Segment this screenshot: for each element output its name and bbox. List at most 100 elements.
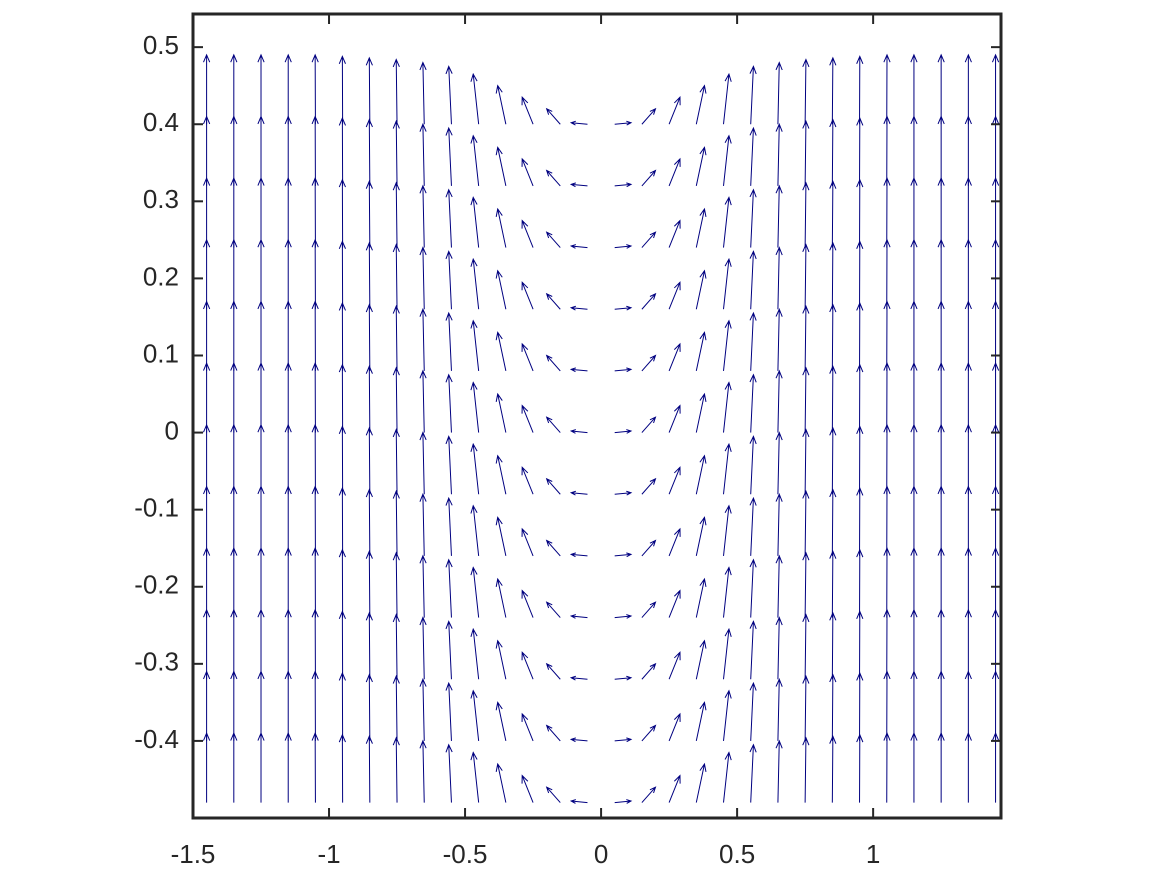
arrow <box>883 423 891 495</box>
x-tick-label: -0.5 <box>443 839 488 869</box>
arrow <box>470 442 480 495</box>
arrow <box>775 307 783 371</box>
y-tick-label: -0.1 <box>134 493 179 523</box>
arrow <box>829 241 837 310</box>
arrow <box>257 300 265 371</box>
arrow <box>569 737 588 743</box>
arrow <box>991 361 1000 433</box>
arrow <box>545 724 561 742</box>
arrow <box>641 169 657 187</box>
arrow <box>775 677 783 741</box>
arrow <box>802 243 810 310</box>
arrow <box>991 608 1000 680</box>
x-tick-label: -1 <box>317 839 340 869</box>
arrow <box>311 546 319 618</box>
arrow <box>569 429 588 434</box>
arrow <box>856 610 864 680</box>
arrow <box>856 301 864 371</box>
arrow <box>910 238 918 310</box>
arrow <box>419 307 427 371</box>
arrow <box>964 176 972 248</box>
arrow <box>829 426 837 495</box>
y-tick-label: 0.2 <box>143 261 179 291</box>
arrow <box>521 589 534 618</box>
arrow <box>545 169 561 187</box>
arrow <box>723 442 732 495</box>
arrow <box>230 731 238 803</box>
y-tick-label: 0.5 <box>143 30 179 60</box>
arrow <box>775 122 783 186</box>
arrow <box>695 207 707 248</box>
arrow <box>311 731 319 803</box>
arrow <box>445 250 453 310</box>
arrow <box>937 361 945 433</box>
arrow <box>614 552 633 558</box>
arrow <box>856 178 864 248</box>
arrow <box>802 304 810 371</box>
arrow <box>257 608 265 680</box>
arrow <box>545 477 561 495</box>
arrow <box>470 257 480 310</box>
arrow <box>937 485 945 556</box>
arrow <box>991 423 1000 495</box>
arrow <box>419 184 427 248</box>
arrow <box>749 126 757 186</box>
arrow <box>569 120 588 126</box>
arrow <box>392 304 400 371</box>
arrow <box>856 548 864 618</box>
arrow <box>365 550 373 618</box>
arrow <box>937 176 945 248</box>
arrow <box>495 207 507 248</box>
arrow <box>257 485 265 556</box>
arrow <box>883 53 891 125</box>
arrow <box>445 681 453 741</box>
arrow <box>723 689 732 741</box>
arrow <box>883 670 891 741</box>
arrow <box>445 743 453 803</box>
arrow <box>695 146 707 187</box>
arrow <box>723 627 732 680</box>
arrow <box>338 240 346 310</box>
arrow <box>257 423 265 495</box>
arrow <box>964 53 972 125</box>
arrow <box>668 96 681 125</box>
arrow <box>521 466 534 495</box>
arrow <box>257 176 265 248</box>
arrow <box>910 115 918 186</box>
arrow <box>641 601 657 618</box>
arrow <box>545 354 561 372</box>
arrow <box>419 677 427 741</box>
arrow <box>470 751 480 803</box>
arrow <box>641 662 657 680</box>
y-tick-label: 0.3 <box>143 184 179 214</box>
arrow <box>470 381 480 433</box>
y-tick-label: -0.2 <box>134 570 179 600</box>
arrow <box>392 119 400 186</box>
arrow <box>203 731 211 803</box>
arrow <box>964 485 972 556</box>
arrow <box>284 176 292 248</box>
arrow <box>257 731 265 803</box>
arrow <box>338 610 346 680</box>
arrow <box>569 614 588 619</box>
arrow <box>991 731 1000 803</box>
arrow <box>775 431 783 495</box>
arrow <box>802 551 810 618</box>
arrow <box>521 712 534 742</box>
arrow <box>910 546 918 618</box>
arrow <box>641 231 657 248</box>
arrow <box>230 115 238 186</box>
arrow <box>521 219 534 248</box>
arrow <box>203 608 211 680</box>
arrow <box>614 737 633 743</box>
arrow <box>470 196 480 248</box>
arrow <box>668 712 681 742</box>
arrow <box>445 620 453 680</box>
arrow <box>338 116 346 186</box>
arrow <box>338 733 346 803</box>
arrow <box>910 423 918 495</box>
arrow <box>668 342 681 372</box>
arrow <box>284 300 292 371</box>
arrow <box>203 176 211 248</box>
arrow <box>883 238 891 310</box>
